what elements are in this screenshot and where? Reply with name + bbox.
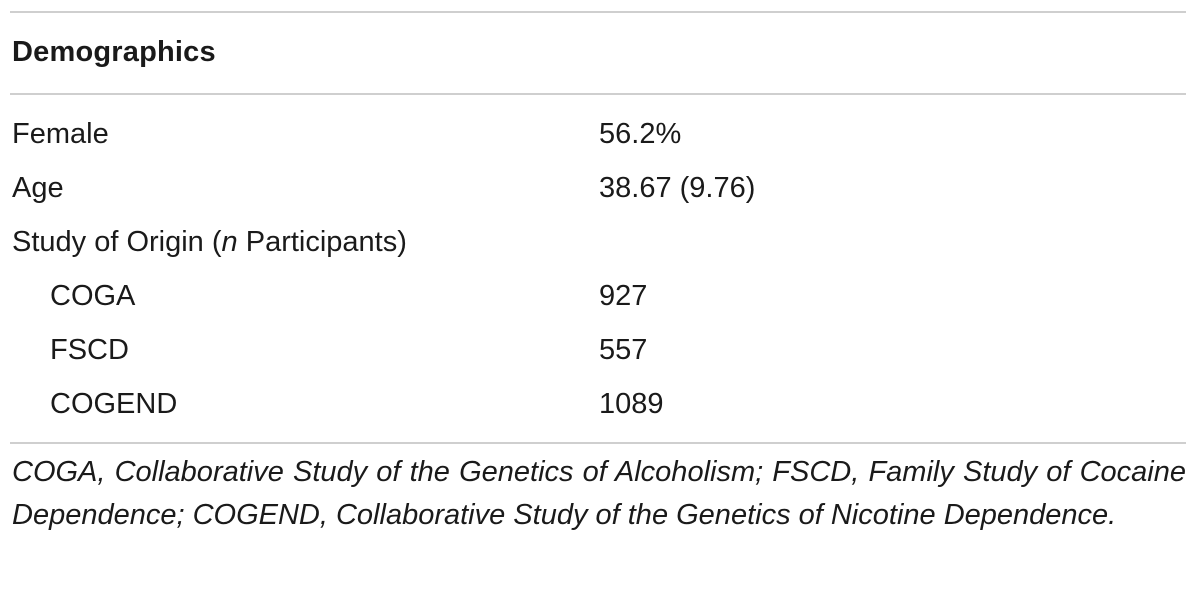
row-label-cogend: COGEND bbox=[50, 388, 178, 420]
table-header-rule bbox=[10, 93, 1186, 95]
row-label-study-of-origin-start: Study of Origin ( bbox=[12, 226, 222, 258]
table-row-female: Female 56.2% bbox=[0, 107, 1200, 161]
row-label-study-of-origin: Study of Origin (n Participants) bbox=[12, 215, 407, 269]
row-label-study-of-origin-n: n bbox=[221, 226, 238, 258]
table-row-fscd: FSCD 557 bbox=[0, 323, 1200, 377]
row-label-study-of-origin-end: Participants) bbox=[237, 226, 407, 258]
row-label-age: Age bbox=[12, 172, 64, 204]
table-row-study-of-origin: Study of Origin (n Participants) bbox=[0, 215, 1200, 269]
table-top-rule bbox=[10, 11, 1186, 13]
table-body: Female 56.2% Age 38.67 (9.76) Study of O… bbox=[0, 107, 1200, 431]
row-label-fscd: FSCD bbox=[50, 334, 129, 366]
row-value-fscd: 557 bbox=[599, 334, 648, 366]
row-value-coga: 927 bbox=[599, 280, 648, 312]
row-value-female: 56.2% bbox=[599, 118, 682, 150]
table-row-coga: COGA 927 bbox=[0, 269, 1200, 323]
table-row-age: Age 38.67 (9.76) bbox=[0, 161, 1200, 215]
table-bottom-rule bbox=[10, 442, 1186, 444]
row-label-female: Female bbox=[12, 118, 109, 150]
row-value-age: 38.67 (9.76) bbox=[599, 172, 756, 204]
table-row-cogend: COGEND 1089 bbox=[0, 377, 1200, 431]
table-header-demographics: Demographics bbox=[12, 36, 216, 68]
row-label-coga: COGA bbox=[50, 280, 136, 312]
row-value-cogend: 1089 bbox=[599, 388, 664, 420]
table-footnote: COGA, Collaborative Study of the Genetic… bbox=[12, 456, 1186, 531]
